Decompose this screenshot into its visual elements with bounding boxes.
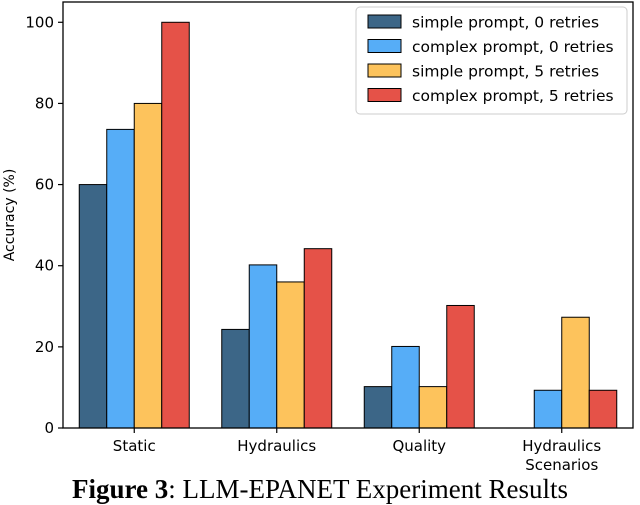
y-tick-label-3: 60 (35, 176, 54, 194)
x-tick-label-1: Hydraulics (237, 437, 316, 455)
y-tick-label-5: 100 (25, 13, 54, 31)
bar-2-1 (107, 129, 135, 428)
y-axis-title: Accuracy (%) (2, 169, 18, 262)
y-tick-label-2: 40 (35, 257, 54, 275)
x-tick-label-0: Static (113, 437, 156, 455)
legend: simple prompt, 0 retries complex prompt, … (356, 7, 627, 114)
bar-2-2 (249, 265, 277, 428)
legend-swatch-3 (368, 64, 401, 77)
legend-swatch-2 (368, 40, 401, 53)
bar-4-3 (447, 305, 475, 428)
bar-4-2 (304, 249, 332, 428)
legend-label-4: complex prompt, 5 retries (412, 87, 614, 105)
legend-swatch-1 (368, 15, 401, 28)
bar-3-1 (134, 103, 162, 428)
bar-1-3 (364, 387, 392, 428)
bar-2-4 (534, 390, 562, 428)
figure-caption: Figure 3: LLM-EPANET Experiment Results (0, 474, 640, 505)
y-tick-label-0: 0 (44, 419, 54, 437)
bar-4-1 (162, 22, 190, 428)
legend-label-3: simple prompt, 5 retries (412, 63, 599, 81)
legend-label-1: simple prompt, 0 retries (412, 14, 599, 32)
y-tick-label-1: 20 (35, 338, 54, 356)
bar-3-4 (562, 317, 590, 428)
bar-1-2 (222, 329, 250, 428)
y-tick-label-4: 80 (35, 94, 54, 112)
legend-label-2: complex prompt, 0 retries (412, 38, 614, 56)
bar-1-1 (79, 185, 107, 428)
bar-3-3 (419, 387, 447, 428)
bar-4-4 (589, 390, 617, 428)
legend-swatch-4 (368, 89, 401, 102)
y-axis: 0 20 40 60 80 100 (25, 13, 63, 437)
bar-2-3 (392, 346, 420, 428)
x-tick-label-2: Quality (392, 437, 446, 455)
bar-3-2 (277, 282, 305, 428)
